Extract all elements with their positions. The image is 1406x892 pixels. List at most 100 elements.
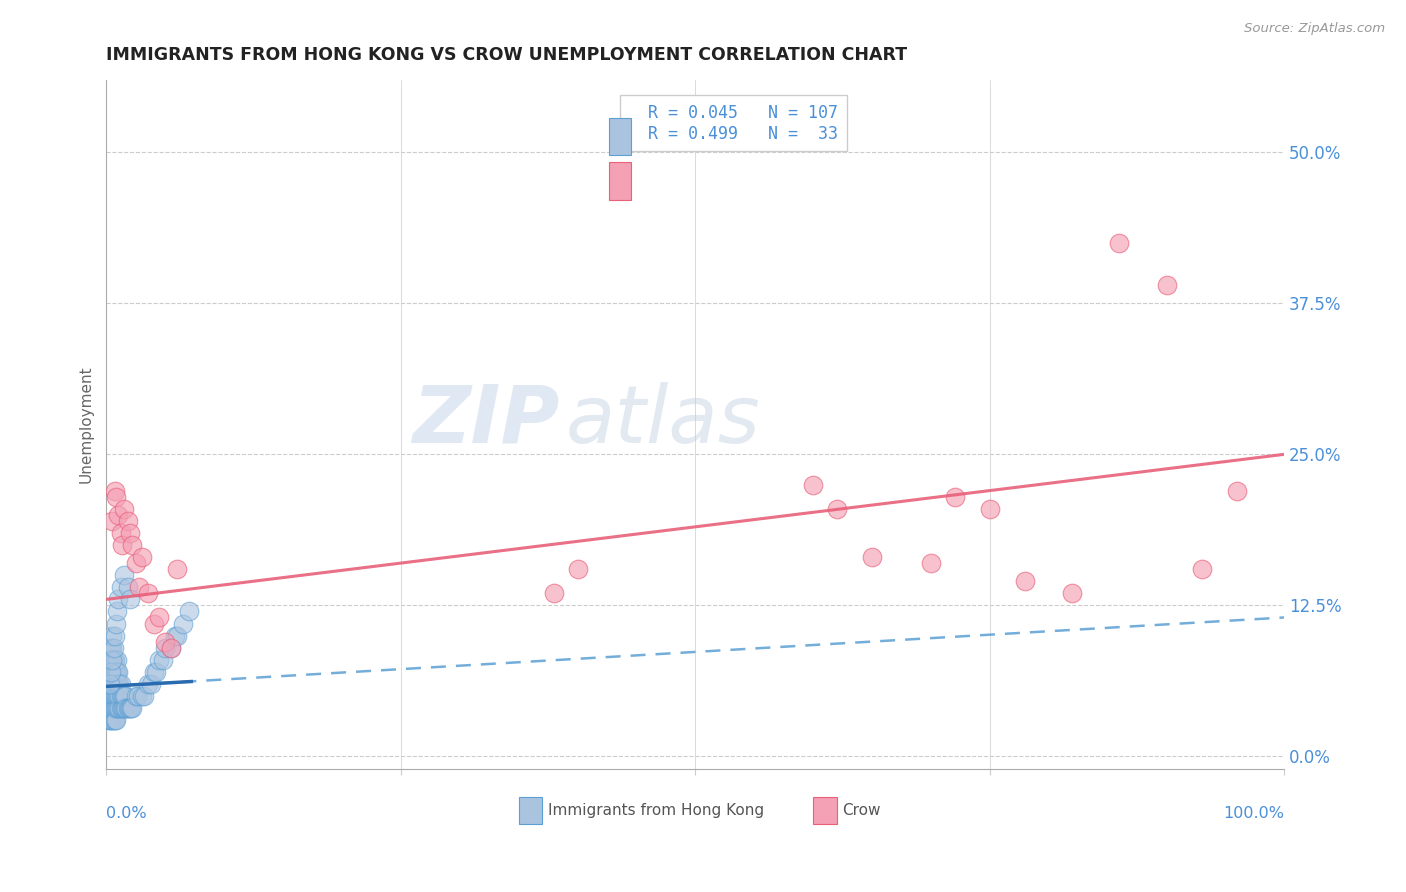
Point xyxy=(172,616,194,631)
Point xyxy=(101,653,124,667)
Text: 100.0%: 100.0% xyxy=(1223,806,1284,822)
Point xyxy=(105,604,128,618)
Text: ZIP: ZIP xyxy=(412,382,560,459)
Point xyxy=(98,640,121,655)
Point xyxy=(136,586,159,600)
Point xyxy=(155,640,177,655)
Point xyxy=(118,592,141,607)
Point xyxy=(567,562,589,576)
Point xyxy=(98,677,121,691)
Point xyxy=(117,580,139,594)
Text: 0.0%: 0.0% xyxy=(107,806,148,822)
Point xyxy=(97,653,120,667)
Point xyxy=(98,665,121,679)
Point xyxy=(103,689,125,703)
Point xyxy=(100,653,122,667)
Point xyxy=(98,713,121,727)
Point xyxy=(104,677,127,691)
Point xyxy=(112,701,135,715)
Point xyxy=(100,665,122,679)
Bar xyxy=(519,797,543,823)
Point xyxy=(110,689,132,703)
Point xyxy=(155,634,177,648)
Text: Immigrants from Hong Kong: Immigrants from Hong Kong xyxy=(548,803,765,818)
Point xyxy=(118,701,141,715)
Point xyxy=(107,677,129,691)
Point xyxy=(543,586,565,600)
Point xyxy=(97,701,120,715)
Point xyxy=(860,549,883,564)
Point xyxy=(112,568,135,582)
Point xyxy=(103,713,125,727)
Point xyxy=(1156,278,1178,293)
Point xyxy=(100,665,122,679)
Point xyxy=(97,653,120,667)
Point xyxy=(97,665,120,679)
Text: R = 0.045   N = 107
  R = 0.499   N =  33: R = 0.045 N = 107 R = 0.499 N = 33 xyxy=(628,103,838,143)
Point xyxy=(148,610,170,624)
Point xyxy=(104,689,127,703)
Point xyxy=(105,689,128,703)
Text: IMMIGRANTS FROM HONG KONG VS CROW UNEMPLOYMENT CORRELATION CHART: IMMIGRANTS FROM HONG KONG VS CROW UNEMPL… xyxy=(107,46,908,64)
Point xyxy=(100,713,122,727)
Y-axis label: Unemployment: Unemployment xyxy=(79,366,93,483)
Point xyxy=(134,689,156,703)
Point xyxy=(108,677,131,691)
Point xyxy=(136,677,159,691)
Point xyxy=(101,514,124,528)
Point xyxy=(105,665,128,679)
Point xyxy=(103,677,125,691)
Point xyxy=(104,665,127,679)
Point xyxy=(177,604,200,618)
Point xyxy=(108,689,131,703)
Point xyxy=(100,640,122,655)
Point xyxy=(110,525,132,540)
Point xyxy=(1062,586,1084,600)
Bar xyxy=(609,162,631,200)
Point xyxy=(120,701,142,715)
Point xyxy=(98,677,121,691)
Point xyxy=(112,689,135,703)
Point xyxy=(1108,235,1130,250)
Point xyxy=(117,701,139,715)
Point xyxy=(97,713,120,727)
Point xyxy=(104,701,127,715)
Point xyxy=(121,701,143,715)
Point xyxy=(141,677,163,691)
Point xyxy=(115,701,138,715)
Point xyxy=(98,689,121,703)
Point xyxy=(108,701,131,715)
Point xyxy=(110,580,132,594)
Point xyxy=(111,701,134,715)
Point xyxy=(125,556,148,570)
Point xyxy=(1226,483,1249,498)
Point xyxy=(920,556,942,570)
Point xyxy=(142,665,165,679)
Point xyxy=(107,508,129,522)
Point xyxy=(100,701,122,715)
Point xyxy=(148,653,170,667)
Point xyxy=(114,701,136,715)
Point xyxy=(125,689,148,703)
Point xyxy=(107,701,129,715)
Point xyxy=(97,677,120,691)
Point xyxy=(101,665,124,679)
Bar xyxy=(813,797,837,823)
Text: Source: ZipAtlas.com: Source: ZipAtlas.com xyxy=(1244,22,1385,36)
Point xyxy=(97,677,120,691)
Point xyxy=(112,501,135,516)
Point xyxy=(105,653,128,667)
Point xyxy=(943,490,966,504)
Point xyxy=(98,701,121,715)
Point xyxy=(163,629,186,643)
Point xyxy=(121,538,143,552)
Point xyxy=(100,689,122,703)
Point xyxy=(105,677,128,691)
Point xyxy=(825,501,848,516)
Point xyxy=(103,701,125,715)
Point xyxy=(166,562,188,576)
Point xyxy=(111,689,134,703)
Point xyxy=(142,616,165,631)
Point xyxy=(114,689,136,703)
Point xyxy=(104,483,127,498)
